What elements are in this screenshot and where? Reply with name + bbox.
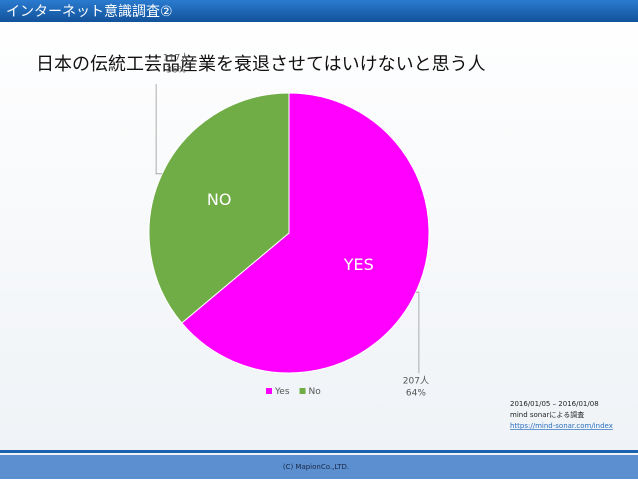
- note-line: mind sonarによる調査: [510, 410, 584, 419]
- slice-label: NO: [207, 190, 232, 209]
- note-line: 2016/01/05 – 2016/01/08: [510, 400, 599, 408]
- legend-swatch: [266, 388, 272, 394]
- legend-swatch: [299, 388, 306, 394]
- footer-text: (C) MapionCo.,LTD.: [283, 463, 349, 471]
- pie-slice: [148, 92, 290, 324]
- leader-line: [415, 291, 420, 374]
- slice-label: YES: [343, 255, 374, 274]
- value-label: 207人: [403, 376, 429, 387]
- header-bar: [0, 0, 638, 22]
- header-title: インターネット意識調査②: [6, 3, 173, 20]
- leader-line: [155, 83, 163, 175]
- percent-label: 36%: [166, 65, 186, 75]
- chart-title: 日本の伝統工芸品産業を衰退させてはいけないと思う人: [36, 54, 486, 75]
- percent-label: 64%: [406, 389, 426, 399]
- value-label: 117人: [163, 52, 189, 63]
- note-link[interactable]: https://mind-sonar.com/index: [510, 422, 613, 430]
- footer-bar: [0, 455, 638, 479]
- footer-line: [0, 450, 638, 453]
- legend-label: Yes: [274, 387, 290, 397]
- legend-label: No: [309, 387, 322, 397]
- pie-slice: [181, 92, 430, 374]
